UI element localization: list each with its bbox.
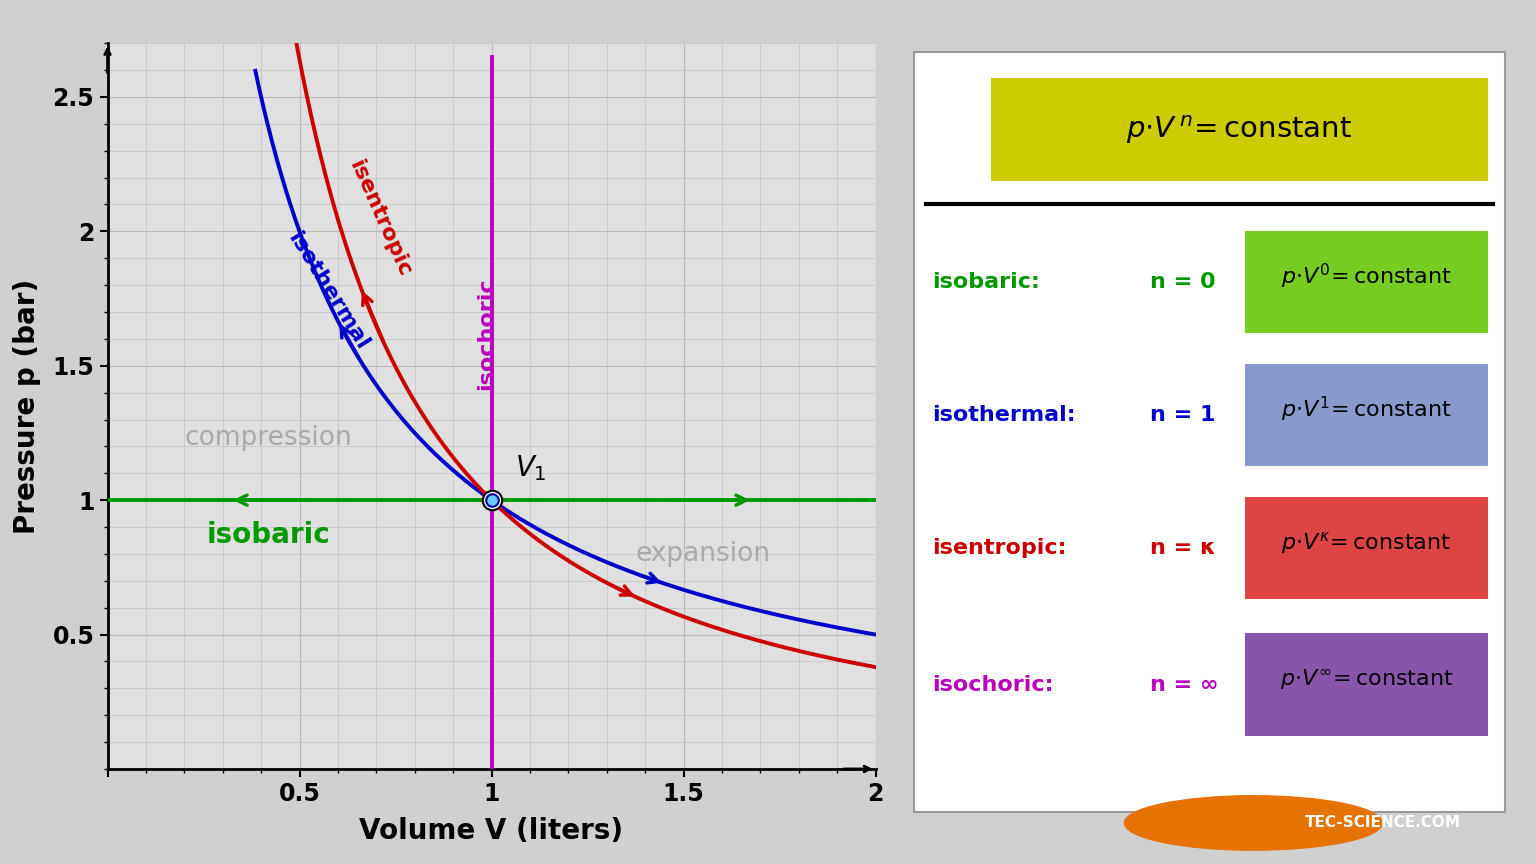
Text: expansion: expansion [636,541,770,567]
X-axis label: Volume V (liters): Volume V (liters) [359,817,624,845]
Text: $p{\cdot}V^{\kappa}\!=\mathrm{constant}$: $p{\cdot}V^{\kappa}\!=\mathrm{constant}$ [1281,530,1452,556]
FancyBboxPatch shape [1246,497,1487,600]
Text: n = ∞: n = ∞ [1150,675,1220,695]
Text: isentropic:: isentropic: [932,538,1066,558]
Text: isobaric:: isobaric: [932,272,1040,292]
Text: $p{\cdot}V^{1}\!=\mathrm{constant}$: $p{\cdot}V^{1}\!=\mathrm{constant}$ [1281,395,1452,424]
Text: isochoric:: isochoric: [932,675,1054,695]
Text: compression: compression [184,425,353,451]
Text: n = 0: n = 0 [1150,272,1217,292]
FancyBboxPatch shape [1246,231,1487,334]
Text: $p{\cdot}V^{\infty}\!=\mathrm{constant}$: $p{\cdot}V^{\infty}\!=\mathrm{constant}$ [1279,667,1453,692]
Text: n = 1: n = 1 [1150,405,1217,425]
Text: isobaric: isobaric [207,521,330,550]
Text: $p{\cdot}V^{\,n}\!=\mathrm{constant}$: $p{\cdot}V^{\,n}\!=\mathrm{constant}$ [1126,113,1352,146]
Text: isothermal:: isothermal: [932,405,1075,425]
FancyBboxPatch shape [1246,633,1487,736]
Text: TEC-SCIENCE.COM: TEC-SCIENCE.COM [1304,816,1461,830]
Y-axis label: Pressure p (bar): Pressure p (bar) [14,278,41,534]
Text: isochoric: isochoric [476,277,496,390]
FancyBboxPatch shape [991,79,1487,181]
Text: $V_1$: $V_1$ [515,453,547,483]
Circle shape [1124,796,1382,850]
Text: isentropic: isentropic [346,156,415,279]
Text: $p{\cdot}V^{0}\!=\mathrm{constant}$: $p{\cdot}V^{0}\!=\mathrm{constant}$ [1281,262,1452,291]
Text: isothermal: isothermal [284,228,373,353]
FancyBboxPatch shape [1246,364,1487,467]
Text: n = κ: n = κ [1150,538,1217,558]
